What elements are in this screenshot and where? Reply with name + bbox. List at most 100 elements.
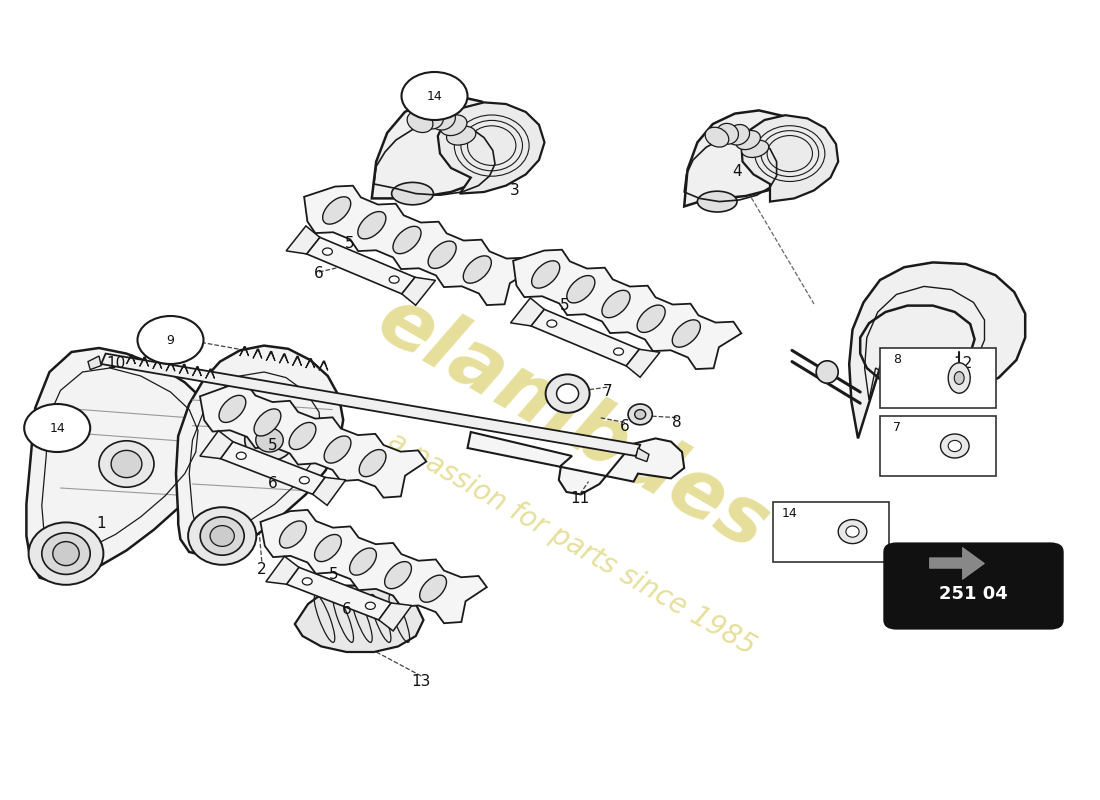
Polygon shape (200, 384, 427, 498)
Polygon shape (468, 432, 684, 494)
Text: 3: 3 (510, 183, 519, 198)
Polygon shape (306, 358, 315, 368)
Ellipse shape (614, 348, 624, 355)
Polygon shape (438, 102, 544, 194)
Ellipse shape (385, 562, 411, 589)
Ellipse shape (430, 108, 455, 130)
Text: 8: 8 (893, 353, 901, 366)
Polygon shape (378, 603, 411, 631)
Ellipse shape (635, 410, 646, 419)
Polygon shape (304, 186, 532, 305)
Polygon shape (26, 348, 218, 582)
Ellipse shape (428, 241, 456, 269)
Polygon shape (253, 349, 262, 358)
Ellipse shape (407, 111, 433, 133)
Text: 9: 9 (166, 334, 175, 346)
Polygon shape (849, 262, 1025, 438)
Ellipse shape (846, 526, 859, 538)
Ellipse shape (322, 197, 351, 224)
Text: a passion for parts since 1985: a passion for parts since 1985 (383, 427, 761, 661)
Polygon shape (293, 356, 301, 366)
Polygon shape (220, 442, 326, 494)
Text: elambdes: elambdes (363, 281, 781, 567)
Ellipse shape (324, 436, 351, 463)
Ellipse shape (29, 522, 103, 585)
Text: 12: 12 (953, 357, 972, 371)
Ellipse shape (557, 384, 579, 403)
Text: 5: 5 (268, 438, 277, 453)
Ellipse shape (838, 520, 867, 544)
Polygon shape (307, 238, 415, 294)
Polygon shape (101, 354, 640, 456)
Text: 6: 6 (268, 477, 277, 491)
Ellipse shape (53, 542, 79, 566)
Circle shape (138, 316, 204, 364)
Polygon shape (166, 362, 175, 371)
Ellipse shape (816, 361, 838, 383)
Ellipse shape (716, 123, 738, 144)
Ellipse shape (566, 275, 595, 303)
Text: 5: 5 (345, 237, 354, 251)
Text: 8: 8 (672, 415, 681, 430)
Ellipse shape (244, 419, 295, 461)
Polygon shape (206, 369, 214, 378)
Ellipse shape (955, 371, 964, 384)
Polygon shape (372, 96, 504, 198)
Ellipse shape (279, 521, 306, 548)
Text: 5: 5 (560, 298, 569, 313)
Ellipse shape (322, 248, 332, 255)
Polygon shape (684, 110, 803, 206)
Text: 7: 7 (893, 421, 901, 434)
Polygon shape (286, 226, 320, 254)
FancyBboxPatch shape (880, 416, 996, 476)
Circle shape (24, 404, 90, 452)
Polygon shape (266, 556, 299, 584)
Polygon shape (930, 547, 984, 579)
Text: 10: 10 (106, 357, 125, 371)
Ellipse shape (393, 226, 421, 254)
Polygon shape (295, 586, 424, 652)
Polygon shape (192, 366, 201, 376)
Polygon shape (626, 350, 660, 378)
Text: 6: 6 (342, 602, 351, 617)
Ellipse shape (236, 452, 246, 459)
Ellipse shape (741, 140, 769, 158)
FancyBboxPatch shape (773, 502, 889, 562)
Ellipse shape (727, 125, 749, 145)
Ellipse shape (531, 261, 560, 288)
Ellipse shape (547, 320, 557, 327)
Text: 11: 11 (570, 491, 590, 506)
Text: 4: 4 (733, 165, 741, 179)
Ellipse shape (210, 526, 234, 546)
Text: 14: 14 (782, 506, 797, 520)
Ellipse shape (948, 440, 961, 451)
Ellipse shape (602, 290, 630, 318)
Polygon shape (266, 351, 275, 361)
Ellipse shape (299, 477, 309, 484)
Polygon shape (179, 364, 188, 374)
Ellipse shape (440, 115, 466, 135)
Polygon shape (200, 430, 233, 458)
Ellipse shape (219, 395, 245, 422)
Text: 14: 14 (50, 422, 65, 434)
Polygon shape (240, 346, 249, 356)
Text: 6: 6 (315, 266, 323, 281)
Text: 1: 1 (97, 517, 106, 531)
Ellipse shape (940, 434, 969, 458)
Ellipse shape (358, 211, 386, 239)
Text: 14: 14 (427, 90, 442, 102)
Circle shape (402, 72, 468, 120)
Polygon shape (261, 510, 487, 623)
Ellipse shape (419, 106, 443, 129)
Polygon shape (88, 356, 101, 370)
Ellipse shape (546, 374, 590, 413)
Polygon shape (510, 298, 544, 326)
Ellipse shape (111, 450, 142, 478)
Ellipse shape (302, 578, 312, 585)
Ellipse shape (99, 441, 154, 487)
Polygon shape (176, 346, 343, 556)
Ellipse shape (188, 507, 256, 565)
Ellipse shape (948, 363, 970, 393)
Text: 6: 6 (620, 419, 629, 434)
Ellipse shape (254, 409, 280, 436)
